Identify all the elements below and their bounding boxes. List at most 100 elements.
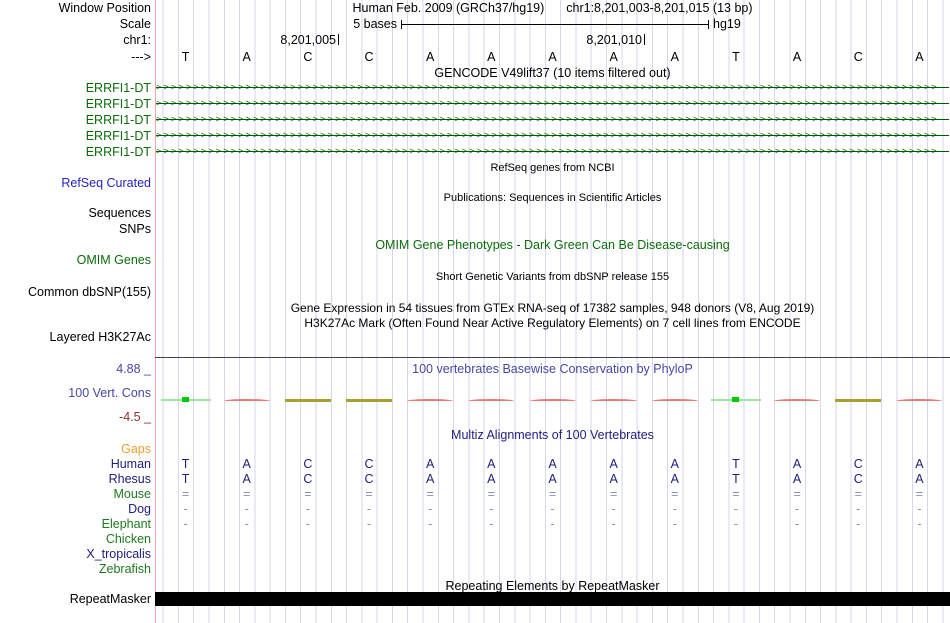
track-label-common-dbsnp[interactable]: Common dbSNP(155) — [28, 285, 151, 299]
ruler-base-letter: A — [670, 50, 679, 64]
alignment-cell: = — [365, 487, 373, 501]
track-label-layered-h3k27ac[interactable]: Layered H3K27Ac — [49, 330, 151, 344]
ruler-base-letter: A — [548, 50, 557, 64]
track-title-publications[interactable]: Publications: Sequences in Scientific Ar… — [443, 192, 662, 204]
track-title-gtex[interactable]: Gene Expression in 54 tissues from GTEx … — [290, 301, 815, 315]
ruler-base-letter: A — [487, 50, 496, 64]
ruler-base-letter: T — [732, 50, 740, 64]
alignment-cell: C — [364, 457, 374, 471]
phylop-axis-min: -4.5 _ — [119, 410, 151, 424]
gene-item-label[interactable]: ERRFI1-DT — [85, 81, 151, 95]
scale-bar — [401, 20, 709, 29]
track-label-100-vert-cons[interactable]: 100 Vert. Cons — [68, 386, 151, 400]
ruler-base-letter: T — [181, 50, 190, 64]
track-title-h3k27ac[interactable]: H3K27Ac Mark (Often Found Near Active Re… — [304, 316, 801, 330]
alignment-cell: - — [428, 502, 433, 516]
alignment-cell: A — [487, 472, 496, 486]
gene-item-arrow-line[interactable]: >>>>>>>>>>>>>>>>>>>>>>>>>>>>>>>>>>>>>>>>… — [156, 81, 949, 94]
gene-item-label[interactable]: ERRFI1-DT — [85, 113, 151, 127]
alignment-cell: - — [244, 502, 249, 516]
alignment-cell: = — [732, 487, 740, 501]
species-label-x_tropicalis[interactable]: X_tropicalis — [86, 547, 151, 561]
alignment-cell: - — [917, 502, 922, 516]
species-label-mouse[interactable]: Mouse — [113, 487, 151, 501]
conservation-mark-olive — [835, 399, 882, 402]
alignment-cell: C — [853, 472, 863, 486]
alignment-cell: = — [548, 487, 557, 501]
alignment-cell: = — [426, 487, 434, 501]
alignment-cell: = — [243, 487, 251, 501]
alignment-cell: - — [917, 517, 922, 531]
gene-item-arrow-line[interactable]: >>>>>>>>>>>>>>>>>>>>>>>>>>>>>>>>>>>>>>>>… — [156, 129, 949, 142]
gene-item-label[interactable]: ERRFI1-DT — [85, 129, 151, 143]
conservation-mark-red — [468, 399, 515, 401]
gene-item-arrow-line[interactable]: >>>>>>>>>>>>>>>>>>>>>>>>>>>>>>>>>>>>>>>>… — [156, 145, 949, 158]
alignment-cell: A — [242, 472, 251, 486]
phylop-axis-max: 4.88 _ — [116, 362, 151, 376]
conservation-mark-red — [529, 399, 576, 401]
track-title-multiz[interactable]: Multiz Alignments of 100 Vertebrates — [451, 428, 654, 442]
species-label-zebrafish[interactable]: Zebrafish — [98, 562, 151, 576]
alignment-cell: - — [489, 502, 494, 516]
conservation-mark-red — [590, 399, 637, 401]
alignment-cell: - — [428, 517, 433, 531]
track-title-dbsnp[interactable]: Short Genetic Variants from dbSNP releas… — [435, 271, 670, 283]
track-title-phylop[interactable]: 100 vertebrates Basewise Conservation by… — [412, 362, 693, 376]
track-title-repeatmasker[interactable]: Repeating Elements by RepeatMasker — [445, 579, 660, 593]
track-label-sequences[interactable]: Sequences — [88, 206, 151, 220]
species-label-dog[interactable]: Dog — [128, 502, 151, 516]
coord-tick-mark — [338, 34, 339, 45]
gene-item-label[interactable]: ERRFI1-DT — [85, 145, 151, 159]
coord-tick-mark — [644, 34, 645, 45]
ruler-base-letter: C — [364, 50, 374, 64]
conservation-mark-red — [223, 399, 270, 401]
ruler-base-letter: A — [609, 50, 618, 64]
alignment-cell: - — [366, 502, 372, 516]
gene-item-arrow-line[interactable]: >>>>>>>>>>>>>>>>>>>>>>>>>>>>>>>>>>>>>>>>… — [156, 113, 949, 126]
alignment-cell: C — [364, 472, 374, 486]
alignment-cell: - — [672, 502, 677, 516]
alignment-cell: - — [183, 502, 188, 516]
track-label-omim-genes[interactable]: OMIM Genes — [76, 253, 151, 267]
ruler-base-letter: A — [426, 50, 435, 64]
gene-item-label[interactable]: ERRFI1-DT — [85, 97, 151, 111]
track-title-refseq[interactable]: RefSeq genes from NCBI — [490, 162, 615, 174]
species-label-elephant[interactable]: Elephant — [101, 517, 151, 531]
ruler-base-letter: A — [792, 50, 802, 64]
conservation-peak-square — [181, 397, 189, 402]
alignment-cell: - — [550, 517, 555, 531]
track-label-refseq-curated[interactable]: RefSeq Curated — [61, 176, 151, 190]
species-label-chicken[interactable]: Chicken — [105, 532, 151, 546]
repeatmasker-element-bar[interactable] — [155, 592, 950, 606]
alignment-cell: A — [426, 457, 435, 471]
alignment-cell: = — [609, 487, 618, 501]
track-label-snps[interactable]: SNPs — [119, 222, 151, 236]
conservation-mark-olive — [284, 399, 331, 402]
gene-item-arrow-line[interactable]: >>>>>>>>>>>>>>>>>>>>>>>>>>>>>>>>>>>>>>>>… — [156, 97, 949, 110]
chrom-label: chr1: — [123, 33, 151, 47]
species-label-gaps[interactable]: Gaps — [121, 442, 151, 456]
track-label-repeatmasker[interactable]: RepeatMasker — [69, 592, 151, 606]
alignment-cell: - — [305, 517, 310, 531]
conservation-mark-green — [160, 397, 211, 402]
alignment-cell: - — [611, 502, 616, 516]
track-title-omim[interactable]: OMIM Gene Phenotypes - Dark Green Can Be… — [375, 238, 730, 252]
alignment-cell: = — [793, 487, 801, 501]
alignment-cell: A — [242, 457, 251, 471]
coord-tick-label: 8,201,005 — [280, 33, 336, 47]
conservation-mark-red — [774, 399, 821, 401]
alignment-cell: A — [548, 457, 557, 471]
species-label-human[interactable]: Human — [110, 457, 151, 471]
track-title-gencode[interactable]: GENCODE V49lift37 (10 items filtered out… — [434, 66, 671, 80]
alignment-cell: - — [733, 502, 739, 516]
position-title: chr1:8,201,003-8,201,015 (13 bp) — [566, 1, 753, 15]
species-label-rhesus[interactable]: Rhesus — [108, 472, 151, 486]
alignment-cell: - — [244, 517, 249, 531]
alignment-cell: A — [487, 457, 496, 471]
assembly-short-label: hg19 — [713, 17, 741, 31]
alignment-cell: C — [303, 457, 313, 471]
alignment-cell: - — [183, 517, 188, 531]
conservation-mark-red — [651, 399, 698, 401]
scale-row-label: Scale — [119, 17, 151, 31]
